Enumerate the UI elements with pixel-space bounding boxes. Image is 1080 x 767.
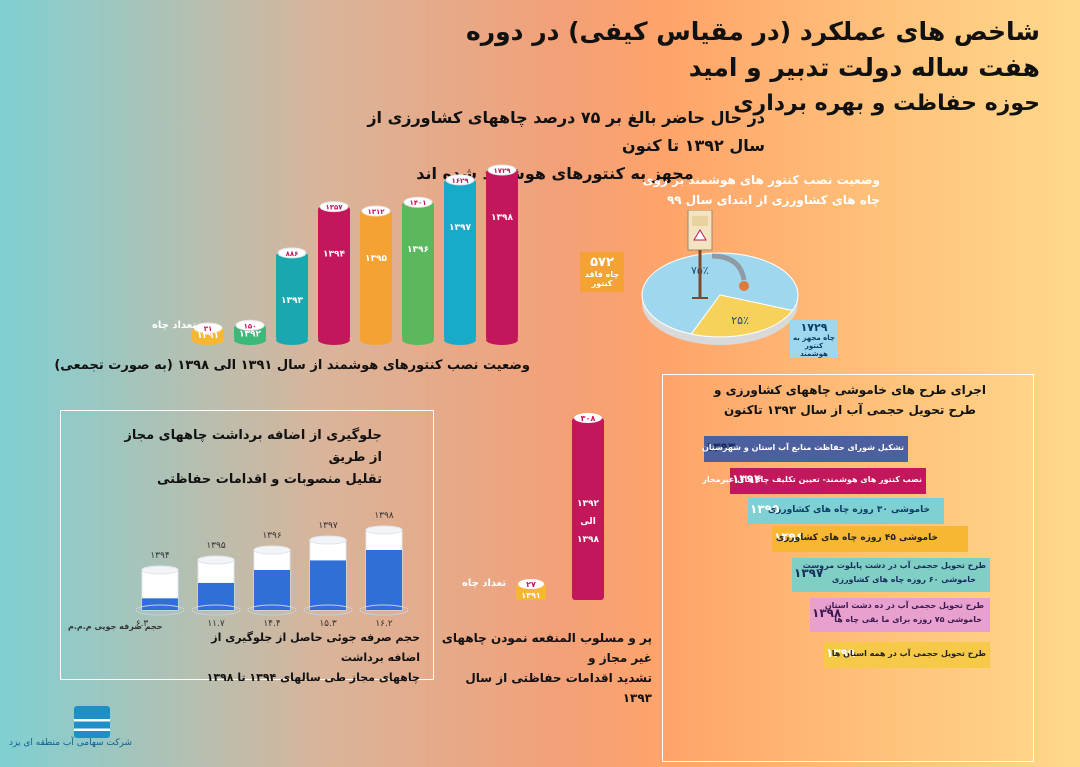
savings-bar — [192, 556, 240, 615]
savings-bar-year: ۱۳۹۸ — [374, 511, 394, 521]
closure-step: ۱۳۹۴ نصب کنتور های هوشمند- تعیین تکلیف چ… — [730, 468, 926, 494]
closure-step-text: خاموشی ۴۵ روزه چاه های کشاورزی — [776, 533, 938, 543]
closure-title-line2: طرح تحویل حجمی آب از سال ۱۳۹۳ تاکنون — [690, 400, 1010, 420]
closure-step-text: طرح تحویل حجمی آب در ده دشت استان — [825, 601, 984, 610]
savings-unit-label: حجم صرفه جویی م.م.م — [68, 622, 163, 631]
closure-step: ۱۳۹۷ طرح تحویل حجمی آب در دشت پایلوت مرو… — [792, 558, 990, 592]
meters-bar — [318, 202, 350, 345]
closure-step-text: تشکیل شورای حفاظت منابع آب استان و شهرست… — [702, 443, 904, 452]
meters-bar — [444, 175, 476, 345]
meters-bar-value: ۱۳۵۷ — [325, 204, 343, 212]
meters-bar — [402, 197, 434, 345]
meters-bar-value: ۱۳۱۲ — [367, 208, 385, 216]
pie-without-value: ۵۷۲ — [580, 255, 624, 270]
illegal-baseline-year: ۱۳۹۱ — [521, 591, 541, 600]
meters-axis-label: تعداد چاه — [152, 320, 196, 331]
logo-name: شرکت سهامی آب منطقه ای یزد — [62, 738, 132, 748]
closure-step: ۱۳۹۶ خاموشی ۴۵ روزه چاه های کشاورزی — [772, 526, 968, 552]
closure-step: ۱۳۹۳ تشکیل شورای حفاظت منابع آب استان و … — [704, 436, 908, 462]
savings-bar — [248, 546, 296, 615]
savings-bar — [360, 526, 408, 615]
meters-bar-year: ۱۳۹۶ — [407, 245, 429, 255]
meters-bar-value: ۱۷۲۹ — [493, 167, 511, 175]
closure-step-text: نصب کنتور های هوشمند- تعیین تکلیف چاه ها… — [702, 475, 922, 484]
meters-bar-year: ۱۳۹۵ — [365, 254, 387, 264]
closure-step-text-2: خاموشی ۶۰ روزه چاه های کشاورزی — [832, 575, 976, 584]
pie-title: وضعیت نصب کنتور های هوشمند بر روی چاه ها… — [640, 170, 880, 210]
meters-bar-value: ۱۶۲۹ — [451, 177, 469, 185]
illegal-chart: ۲۷ ۱۳۹۱ ۳۰۸ ۱۳۹۲ الی ۱۳۹۸ — [500, 400, 630, 620]
pie-with-box: ۱۷۲۹ چاه مجهز به کنتور هوشمند — [790, 320, 838, 358]
closure-title-line1: اجرای طرح های خاموشی چاههای کشاورزی و — [690, 380, 1010, 400]
meters-bar — [360, 206, 392, 345]
savings-bar — [136, 566, 184, 615]
closure-step-text: خاموشی ۳۰ روزه چاه های کشاورزی — [768, 505, 930, 515]
savings-caption-line1: حجم صرفه جوئی حاصل از جلوگیری از اضافه ب… — [180, 628, 420, 668]
closure-step-text: طرح تحویل حجمی آب در دشت پایلوت مروست — [803, 561, 986, 570]
illegal-caption-line2: تشدید اقدامات حفاظتی از سال ۱۳۹۳ — [440, 668, 652, 708]
pie-with-value: ۱۷۲۹ — [790, 321, 838, 334]
pie-with-label-line1: چاه مجهز به — [790, 334, 838, 342]
savings-title-line1: جلوگیری از اضافه برداشت چاههای مجاز از ط… — [120, 425, 382, 469]
closure-step: ۱۳۹۹ طرح تحویل حجمی آب در همه استان ها — [824, 642, 990, 668]
illegal-caption-line1: پر و مسلوب المنفعه نمودن چاههای غیر مجاز… — [440, 628, 652, 668]
logo: شرکت سهامی آب منطقه ای یزد — [62, 706, 132, 748]
meters-caption: وضعیت نصب کنتورهای هوشمند از سال ۱۳۹۱ ال… — [165, 358, 530, 373]
closure-steps: ۱۳۹۳ تشکیل شورای حفاظت منابع آب استان و … — [680, 436, 1020, 746]
meters-bar-year: ۱۳۹۳ — [281, 296, 303, 306]
meters-bar-value: ۸۸۶ — [286, 250, 299, 258]
savings-caption: حجم صرفه جوئی حاصل از جلوگیری از اضافه ب… — [180, 628, 420, 688]
illegal-bar-label: ۱۳۹۸ — [577, 535, 599, 545]
pie-without-box: ۵۷۲ چاه فاقد کنتور — [580, 252, 624, 292]
meters-bar-value: ۱۴۰۱ — [409, 199, 426, 207]
closure-step-text-2: خاموشی ۷۵ روزه برای ما بقی چاه ها — [834, 615, 982, 624]
savings-caption-line2: چاههای مجاز طی سالهای ۱۳۹۴ تا ۱۳۹۸ — [180, 668, 420, 688]
illegal-caption: پر و مسلوب المنفعه نمودن چاههای غیر مجاز… — [440, 628, 652, 708]
meters-bar-year: ۱۳۹۲ — [239, 330, 261, 340]
wave-logo-icon — [74, 706, 110, 738]
pie-with-label-line2: کنتور هوشمند — [790, 342, 838, 358]
title-line1: شاخص های عملکرد (در مقیاس کیفی) در دوره … — [400, 14, 1040, 86]
illegal-bar-label: ۱۳۹۲ — [577, 499, 599, 509]
meters-bar-year: ۱۳۹۴ — [323, 250, 345, 260]
illegal-bar-label: الی — [580, 517, 596, 527]
meters-bar-year: ۱۳۹۷ — [449, 223, 471, 233]
savings-bar-year: ۱۳۹۴ — [150, 551, 170, 561]
pie-title-line2: چاه های کشاورزی از ابتدای سال ۹۹ — [640, 190, 880, 210]
pie-slice-label: ۲۵٪ — [731, 314, 749, 327]
illegal-bar-value: ۳۰۸ — [581, 414, 596, 423]
closure-step: ۱۳۹۸ طرح تحویل حجمی آب در ده دشت استان خ… — [810, 598, 990, 632]
closure-step-text: طرح تحویل حجمی آب در همه استان ها — [832, 649, 986, 658]
meters-bar — [486, 165, 518, 345]
illegal-baseline-value: ۲۷ — [526, 580, 536, 589]
savings-bar-year: ۱۳۹۷ — [318, 521, 338, 531]
pie-without-label: چاه فاقد کنتور — [580, 270, 624, 288]
illegal-axis-label: تعداد چاه — [462, 578, 506, 589]
meters-bar-year: ۱۳۹۱ — [197, 331, 219, 341]
savings-bar — [304, 536, 352, 615]
closure-step: ۱۳۹۵ خاموشی ۳۰ روزه چاه های کشاورزی — [748, 498, 944, 524]
savings-bar-year: ۱۳۹۵ — [206, 541, 226, 551]
savings-bar-year: ۱۳۹۶ — [262, 531, 282, 541]
meters-bar-year: ۱۳۹۸ — [491, 213, 513, 223]
pie-title-line1: وضعیت نصب کنتور های هوشمند بر روی — [640, 170, 880, 190]
savings-chart: ۱۳۹۴ ۶.۳ ۱۳۹۵ ۱۱.۷ ۱۳۹۶ ۱۴.۴ ۱۳۹۷ ۱۵.۳ ۱۳۹۸ ۱۶.۲ — [110, 470, 430, 630]
closure-title: اجرای طرح های خاموشی چاههای کشاورزی و طر… — [690, 380, 1010, 420]
